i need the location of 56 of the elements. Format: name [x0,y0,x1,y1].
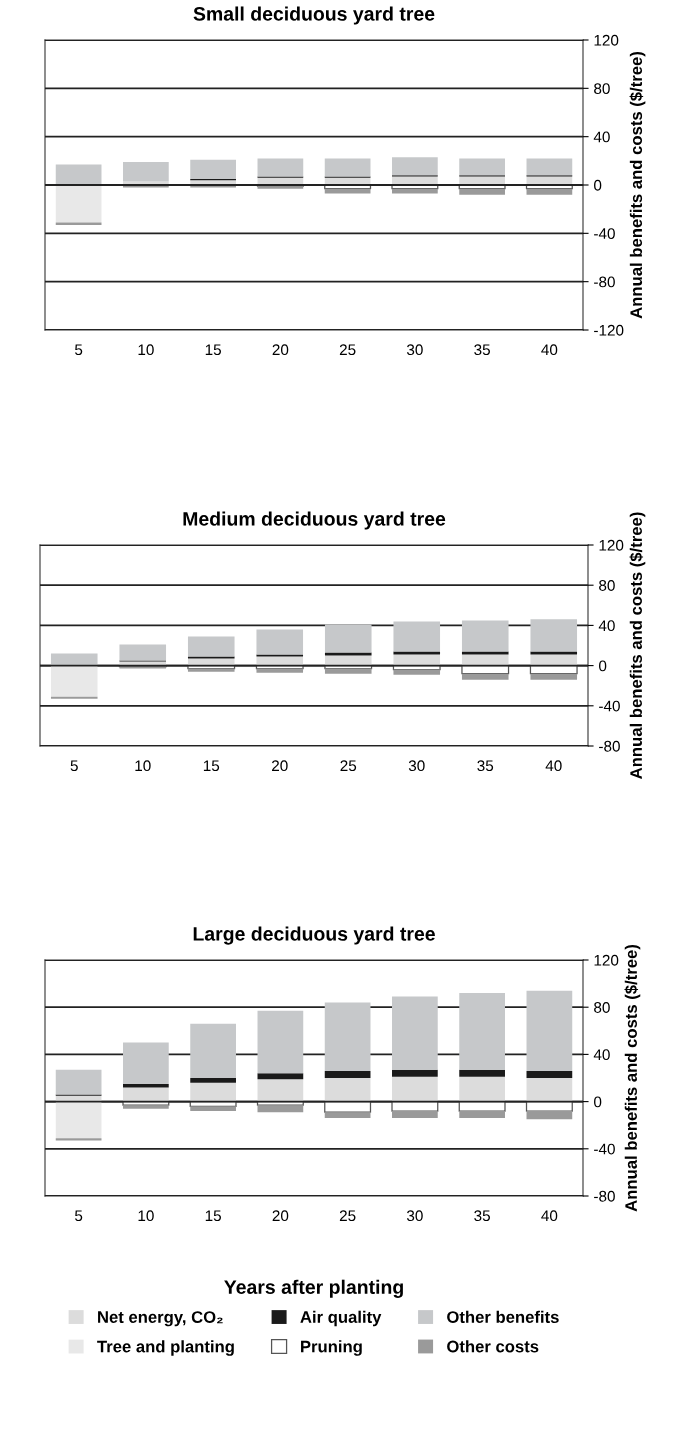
legend-label: Tree and planting [97,1340,234,1356]
x-tick-label: 30 [406,1210,423,1222]
x-tick-label: 35 [477,760,494,772]
y-tick-label: -40 [594,228,615,240]
y-tick-label: 40 [593,1049,610,1061]
legend-label: Pruning [301,1340,362,1356]
x-tick-label: 40 [541,344,558,356]
x-tick-label: 10 [135,760,151,772]
y-tick-label: 80 [594,1002,610,1013]
x-tick-label: 10 [138,344,154,356]
y-tick-label: -40 [594,1143,615,1155]
x-axis-title: Years after planting [224,1279,403,1298]
x-tick-label: 35 [474,344,490,356]
x-tick-label: 5 [70,760,78,772]
chart-title: Medium deciduous yard tree [183,511,446,530]
legend-label: Net energy, CO₂ [98,1311,223,1327]
y-tick-label: 40 [593,131,610,143]
y-tick-label: -40 [599,700,620,712]
y-axis-title: Annual benefits and costs ($/tree) [624,945,641,1212]
x-tick-label: 15 [203,760,220,772]
y-tick-label: 0 [594,1096,602,1108]
x-tick-label: 25 [339,344,356,356]
legend-label: Air quality [300,1310,382,1327]
y-tick-label: 0 [594,179,602,191]
y-tick-label: 80 [599,580,615,591]
x-tick-label: 5 [74,344,83,356]
y-tick-label: 120 [599,539,624,551]
y-tick-label: -120 [594,324,624,336]
legend-label: Other costs [447,1340,539,1353]
x-tick-label: 15 [205,344,221,356]
y-tick-label: -80 [594,1190,615,1202]
x-tick-label: 10 [138,1210,154,1222]
y-tick-label: 80 [594,83,610,95]
y-axis-title: Annual benefits and costs ($/tree) [629,52,646,319]
chart-title: Large deciduous yard tree [193,926,435,945]
x-tick-label: 20 [272,1210,289,1222]
x-tick-label: 40 [541,1210,558,1222]
x-tick-label: 20 [272,344,289,356]
chart-title: Small deciduous yard tree [193,6,435,25]
x-tick-label: 40 [545,760,562,772]
y-tick-label: 40 [598,620,615,632]
y-tick-label: -80 [599,740,620,752]
x-tick-label: 35 [474,1210,490,1222]
y-tick-label: 120 [594,954,619,966]
x-tick-label: 15 [205,1210,221,1222]
x-tick-label: 20 [272,760,288,772]
y-tick-label: 0 [599,660,607,672]
x-tick-label: 30 [408,760,425,772]
y-tick-label: 120 [594,34,619,46]
legend-label: Other benefits [447,1310,559,1323]
y-tick-label: -80 [594,276,615,288]
x-tick-label: 5 [74,1210,83,1222]
x-tick-label: 25 [340,760,357,772]
y-axis-title: Annual benefits and costs ($/tree) [629,512,646,779]
x-tick-label: 25 [339,1210,356,1222]
x-tick-label: 30 [406,344,423,356]
